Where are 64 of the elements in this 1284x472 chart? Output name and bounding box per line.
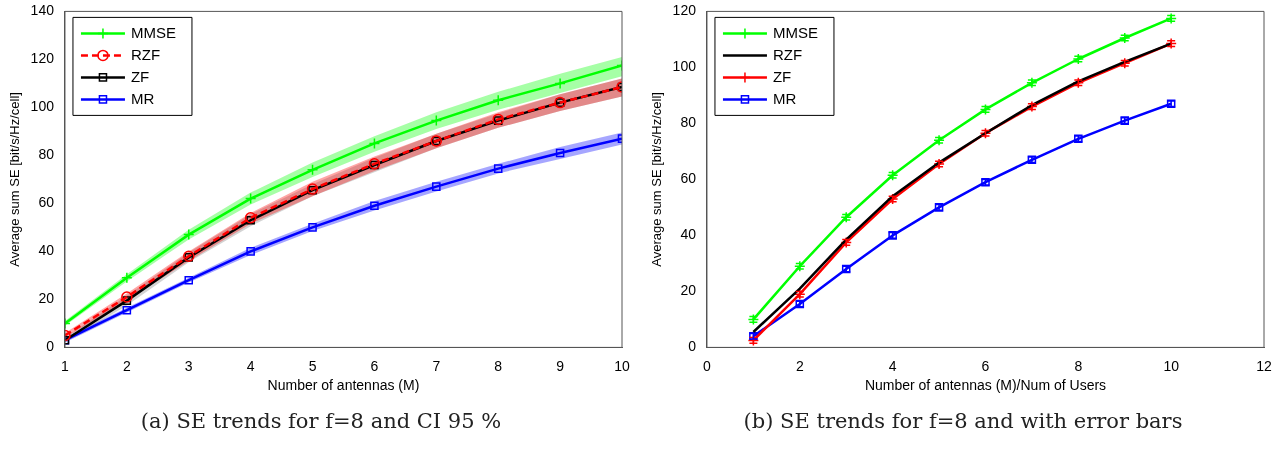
x-tick-label: 3 [184, 357, 193, 374]
y-tick-label: 40 [680, 226, 697, 243]
x-tick-label: 12 [1256, 357, 1272, 374]
legend-label: ZF [130, 67, 150, 85]
point [184, 275, 194, 285]
legend-label: ZF [772, 67, 792, 85]
x-tick-label: 2 [122, 357, 131, 374]
point [493, 164, 503, 173]
y-tick-label: 60 [680, 170, 697, 187]
text: (a) SE trends for f=8 and CI 95 % [139, 409, 503, 433]
y-tick-label: 40 [38, 242, 55, 259]
point [368, 137, 381, 150]
x-tick-label: 8 [494, 357, 503, 374]
x-tick-label: 6 [981, 357, 990, 374]
y-tick-label: 20 [680, 282, 697, 299]
y-tick-label: 120 [672, 2, 697, 19]
legend-label: MR [130, 89, 155, 107]
legend-label: MMSE [130, 23, 176, 41]
x-tick-label: 10 [614, 357, 630, 374]
x-tick-label: 0 [703, 357, 712, 374]
x-tick-label: 4 [246, 357, 255, 374]
y-tick-label: 80 [38, 146, 55, 163]
legend-label: RZF [772, 45, 803, 63]
y-tick-label: 120 [30, 50, 55, 67]
x-tick-label: 10 [1163, 357, 1180, 374]
point [246, 247, 255, 256]
point [432, 182, 441, 191]
y-tick-label: 140 [30, 2, 55, 19]
x-tick-label: 5 [308, 357, 317, 374]
point [244, 192, 257, 205]
point [122, 296, 132, 305]
point [370, 201, 379, 211]
legend-label: MMSE [772, 23, 818, 41]
point [492, 94, 504, 106]
y-tick-label: 0 [46, 338, 55, 355]
legend-label: RZF [130, 45, 161, 63]
y-tick-label: 100 [672, 58, 697, 75]
x-tick-label: 1 [61, 357, 70, 374]
x-tick-label: 6 [370, 357, 379, 374]
x-axis-title: Number of antennas (M)/Num of Users [864, 377, 1107, 394]
y-tick-label: 20 [38, 290, 55, 307]
text: (b) SE trends for f=8 and with error bars [742, 409, 1184, 433]
y-tick-label: 0 [688, 338, 697, 355]
legend-label: MR [772, 89, 797, 107]
point [554, 77, 566, 90]
point [308, 223, 317, 232]
point [430, 114, 443, 127]
point [121, 291, 133, 303]
x-tick-label: 2 [795, 357, 804, 374]
x-tick-label: 4 [888, 357, 897, 374]
y-axis-title: Average sum SE [bit/s/Hz/cell] [649, 92, 665, 267]
point [555, 148, 565, 158]
point [183, 228, 195, 241]
x-tick-label: 7 [432, 357, 441, 374]
x-tick-label: 8 [1074, 357, 1083, 374]
y-tick-label: 60 [38, 194, 55, 211]
y-tick-label: 80 [680, 114, 697, 131]
x-axis-title: Number of antennas (M) [267, 377, 420, 394]
point [121, 272, 133, 284]
x-tick-label: 9 [556, 357, 565, 374]
point [122, 305, 132, 315]
y-tick-label: 100 [30, 98, 55, 115]
point [306, 164, 319, 176]
y-axis-title: Average sum SE [bit/s/Hz/cell] [7, 92, 23, 267]
